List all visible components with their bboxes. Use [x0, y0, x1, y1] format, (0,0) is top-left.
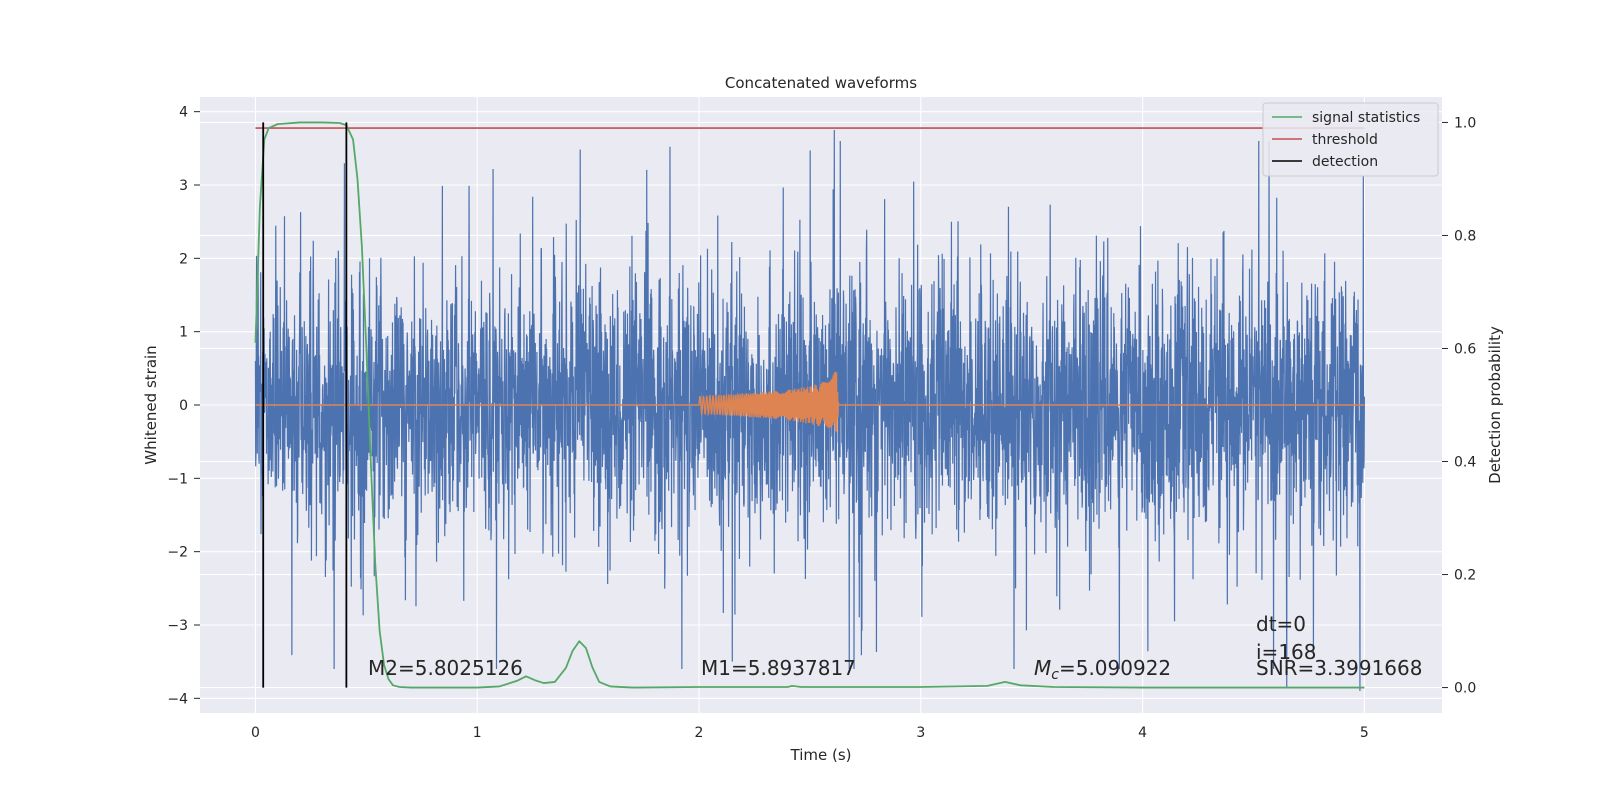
annotation-mc: Mc=5.090922 [1034, 656, 1171, 683]
y-tick-label: 2 [179, 251, 188, 267]
chart-title: Concatenated waveforms [725, 74, 917, 92]
x-axis-label: Time (s) [790, 746, 852, 764]
x-tick-label: 4 [1138, 725, 1147, 741]
y-tick-label: −4 [167, 691, 188, 707]
y2-tick-label: 0.4 [1454, 455, 1476, 471]
annotation-mc-value: =5.090922 [1059, 656, 1171, 680]
x-tick-label: 1 [473, 725, 482, 741]
series-signal-statistics [254, 121, 1365, 689]
legend-label-threshold: threshold [1312, 132, 1378, 148]
series-strain [254, 129, 1365, 692]
x-tick-label: 3 [916, 725, 925, 741]
y-tick-label: 3 [179, 178, 188, 194]
x-axis-ticks: 0 1 2 3 4 5 [251, 725, 1369, 741]
y2-axis-ticks: 0.0 0.2 0.4 0.6 0.8 1.0 [1442, 115, 1476, 697]
x-tick-label: 2 [695, 725, 704, 741]
y-tick-label: 4 [179, 105, 188, 121]
legend-box [1262, 102, 1439, 177]
annotation-dt: dt=0 [1256, 612, 1306, 636]
y-tick-label: −2 [167, 545, 188, 561]
y-tick-label: 0 [179, 398, 188, 414]
y2-tick-label: 0.2 [1454, 568, 1476, 584]
legend: signal statistics threshold detection [1262, 102, 1439, 177]
y-axis-ticks: −4 −3 −2 −1 0 1 2 3 4 [167, 105, 200, 707]
series-injection [255, 371, 1365, 433]
y2-axis-label: Detection probability [1486, 326, 1504, 484]
annotation-m1: M1=5.8937817 [701, 656, 856, 680]
y2-tick-label: 0.6 [1454, 341, 1476, 357]
y2-tick-label: 1.0 [1454, 115, 1476, 131]
y-tick-label: 1 [179, 325, 188, 341]
x-tick-label: 5 [1360, 725, 1369, 741]
y2-tick-label: 0.8 [1454, 228, 1476, 244]
x-tick-label: 0 [251, 725, 260, 741]
legend-label-signal-statistics: signal statistics [1312, 110, 1420, 126]
legend-label-detection: detection [1312, 154, 1378, 170]
y-axis-label: Whitened strain [142, 345, 160, 464]
y2-tick-label: 0.0 [1454, 681, 1476, 697]
annotation-m2: M2=5.8025126 [368, 656, 523, 680]
annotation-mc-subscript: c [1051, 667, 1059, 683]
annotation-mc-symbol: M [1034, 656, 1051, 680]
y-tick-label: −3 [167, 618, 188, 634]
annotation-snr: SNR=3.3991668 [1256, 656, 1422, 680]
annotation-i: i=168 [1256, 640, 1317, 664]
series-layer [254, 121, 1365, 692]
y-tick-label: −1 [167, 471, 188, 487]
